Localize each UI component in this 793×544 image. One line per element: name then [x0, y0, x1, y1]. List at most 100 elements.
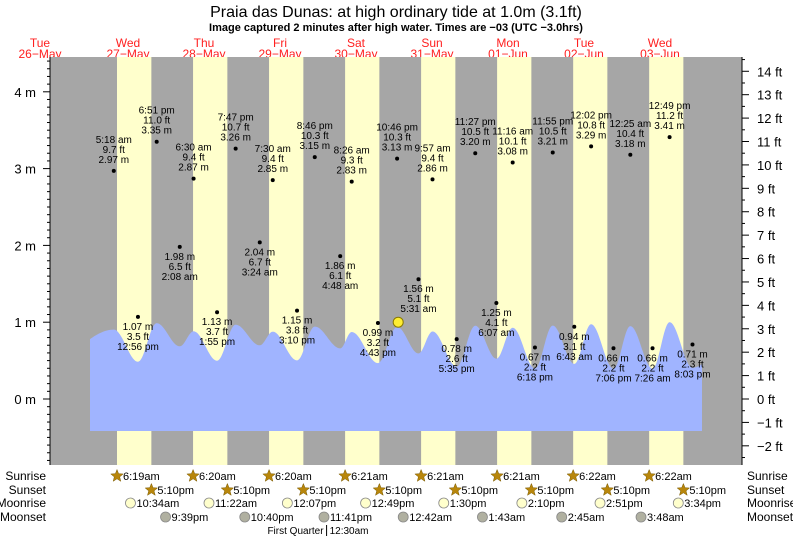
sunrise-time: 6:20am [275, 471, 312, 483]
sunset-time: 5:10pm [689, 485, 726, 497]
right-tick-label: 4 ft [757, 298, 775, 313]
low-tide-label: 4:43 pm [360, 348, 396, 359]
moonset-time: 9:39pm [172, 512, 209, 524]
high-tide-point [667, 135, 672, 140]
high-tide-label: 9.4 ft [421, 153, 443, 164]
chart-title: Praia das Dunas: at high ordinary tide a… [210, 4, 582, 21]
high-tide-label: 12:25 am [609, 119, 651, 130]
low-tide-point [650, 346, 655, 351]
right-tick-label: 11 ft [757, 135, 782, 150]
low-tide-label: 0.66 m [637, 353, 668, 364]
high-tide-label: 3.15 m [299, 141, 330, 152]
high-tide-label: 3.29 m [576, 130, 607, 141]
moonrise-icon [360, 497, 371, 509]
sunrise-icon [110, 468, 124, 482]
low-tide-label: 0.71 m [677, 349, 708, 360]
high-tide-label: 3.41 m [654, 121, 685, 132]
moonset-icon [635, 511, 647, 523]
low-tide-label: 5:31 am [400, 304, 436, 315]
low-tide-label: 3.7 ft [206, 327, 228, 338]
low-tide-label: 3.1 ft [563, 342, 585, 353]
low-tide-point [611, 346, 616, 351]
low-tide-label: 5.1 ft [407, 294, 429, 305]
high-tide-point [154, 139, 159, 144]
high-tide-label: 2.87 m [178, 163, 209, 174]
day-label-dow: Wed [648, 36, 672, 50]
high-tide-point [270, 178, 275, 183]
chart-subtitle: Image captured 2 minutes after high wate… [209, 22, 583, 34]
right-tick-label: 2 ft [757, 345, 775, 360]
low-tide-label: 1.56 m [403, 284, 434, 295]
high-tide-label: 11:55 pm [532, 116, 573, 127]
left-tick-label: 4 m [14, 85, 36, 100]
moonrise-row-label-right: Moonrise [747, 496, 793, 510]
low-tide-label: 7:06 pm [595, 373, 631, 384]
high-tide-point [233, 146, 238, 151]
low-tide-label: 6.7 ft [249, 257, 271, 268]
high-tide-label: 10:46 pm [376, 123, 418, 134]
high-tide-label: 11:27 pm [455, 117, 496, 128]
low-tide-point [572, 324, 577, 329]
high-tide-label: 3.26 m [220, 133, 251, 144]
low-tide-label: 1:55 pm [199, 337, 235, 348]
moonrise-time: 10:34am [136, 498, 179, 510]
right-tick-label: −2 ft [757, 439, 783, 454]
low-tide-label: 2.6 ft [446, 354, 468, 365]
high-tide-point [191, 176, 196, 181]
low-tide-label: 3:24 am [242, 267, 278, 278]
high-tide-label: 5:18 am [96, 135, 132, 146]
low-tide-label: 1.13 m [202, 317, 233, 328]
moonset-icon [556, 511, 568, 523]
day-label-dow: Fri [273, 36, 287, 50]
low-tide-label: 2:08 am [162, 272, 198, 283]
moonrise-time: 1:30pm [450, 498, 487, 510]
moonrise-icon [438, 497, 450, 509]
moonset-time: 12:42am [409, 512, 452, 524]
sunset-row-label-right: Sunset [747, 483, 785, 497]
high-tide-point [430, 177, 435, 182]
high-tide-label: 10.1 ft [499, 136, 527, 147]
moonrise-row-label: Moonrise [0, 496, 46, 510]
low-tide-point [690, 342, 695, 347]
right-tick-label: 8 ft [757, 205, 775, 220]
right-tick-label: 7 ft [757, 228, 775, 243]
high-tide-point [473, 151, 478, 156]
sunrise-time: 6:21am [503, 471, 540, 483]
high-tide-label: 3.08 m [497, 146, 528, 157]
high-tide-label: 3.35 m [141, 126, 172, 137]
left-tick-label: 3 m [14, 162, 36, 177]
high-tide-label: 3.18 m [615, 139, 646, 150]
high-tide-label: 11.2 ft [656, 111, 683, 122]
sunrise-icon [262, 468, 276, 482]
sunrise-row-label-right: Sunrise [747, 469, 788, 483]
right-tick-label: 6 ft [757, 252, 775, 267]
moonrise-time: 11:22am [215, 498, 257, 510]
day-label-dow: Mon [496, 36, 519, 50]
high-tide-point [628, 152, 633, 157]
high-tide-label: 10.5 ft [539, 126, 567, 137]
moonset-icon [160, 511, 171, 523]
sunrise-icon [566, 468, 580, 482]
low-tide-point [494, 301, 499, 305]
moonrise-time: 3:34pm [684, 498, 721, 510]
high-tide-label: 2.83 m [336, 166, 367, 177]
sunrise-icon [490, 468, 504, 482]
high-tide-label: 9.7 ft [103, 145, 125, 156]
high-tide-label: 11:16 am [492, 126, 533, 137]
sunset-icon [144, 482, 159, 496]
low-tide-label: 3.5 ft [127, 332, 149, 343]
high-tide-label: 10.4 ft [616, 129, 644, 140]
right-tick-label: 5 ft [757, 275, 775, 290]
low-tide-label: 1.07 m [123, 322, 154, 333]
high-tide-label: 11.0 ft [143, 116, 170, 127]
high-tide-label: 2.85 m [257, 164, 288, 175]
low-tide-label: 2.2 ft [641, 363, 663, 374]
high-tide-label: 9.4 ft [182, 153, 204, 164]
high-tide-label: 2.86 m [417, 163, 448, 174]
moon-phase-label: First Quarter [267, 526, 324, 537]
tide-area [90, 322, 702, 431]
moonset-icon [318, 511, 330, 523]
right-tick-label: 9 ft [757, 181, 775, 196]
right-tick-label: 13 ft [757, 88, 783, 103]
moonrise-time: 2:51pm [606, 498, 643, 510]
